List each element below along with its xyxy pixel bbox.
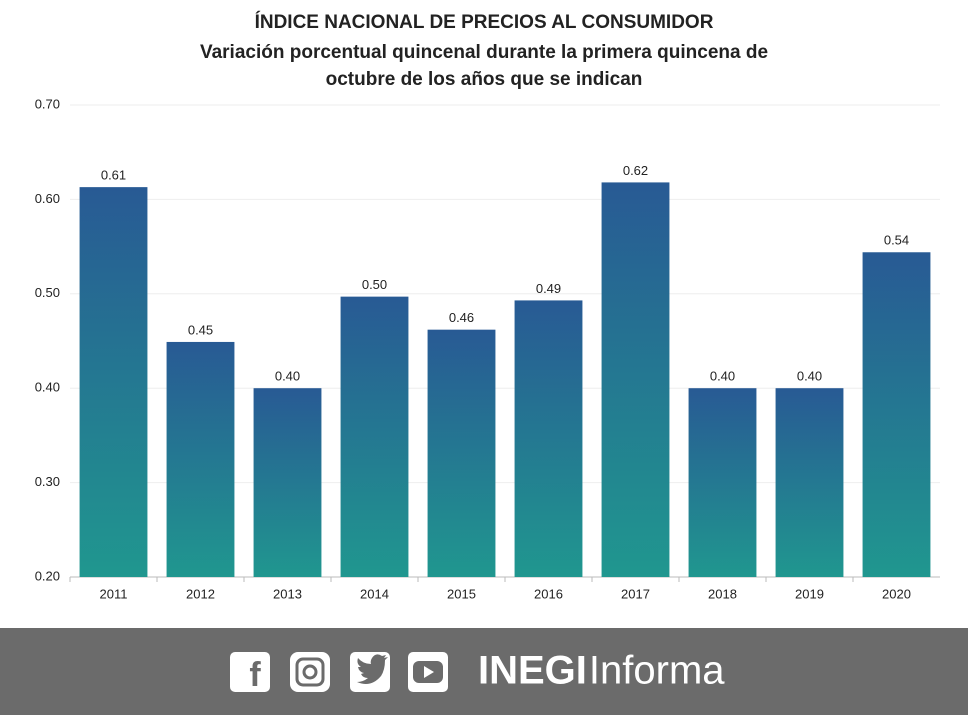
- value-label: 0.46: [449, 310, 474, 325]
- value-label: 0.61: [101, 168, 126, 183]
- value-label: 0.40: [797, 369, 822, 384]
- x-tick-label: 2016: [534, 586, 563, 601]
- social-icons: f: [230, 652, 448, 694]
- facebook-icon[interactable]: [230, 652, 270, 692]
- x-tick-label: 2011: [100, 586, 128, 601]
- chart-subtitle: octubre de los años que se indican: [326, 69, 643, 90]
- instagram-icon[interactable]: [290, 652, 330, 692]
- bar: [79, 187, 148, 578]
- footer: [0, 628, 968, 715]
- bar: [253, 388, 322, 577]
- x-tick-label: 2014: [360, 586, 389, 601]
- value-label: 0.40: [275, 369, 300, 384]
- y-tick-label: 0.40: [35, 380, 60, 395]
- bar: [601, 182, 670, 577]
- bar: [514, 300, 583, 577]
- value-label: 0.49: [536, 281, 561, 296]
- value-label: 0.50: [362, 277, 387, 292]
- value-label: 0.54: [884, 233, 909, 248]
- y-tick-label: 0.20: [35, 568, 60, 583]
- brand: INEGI: [478, 649, 587, 693]
- bar: [862, 252, 931, 578]
- value-label: 0.45: [188, 322, 213, 337]
- x-tick-label: 2017: [621, 586, 650, 601]
- bar: [340, 296, 409, 577]
- x-tick-label: 2015: [447, 586, 476, 601]
- brand-suffix: Informa: [589, 649, 725, 693]
- svg-text:f: f: [249, 656, 261, 694]
- chart-title: ÍNDICE NACIONAL DE PRECIOS AL CONSUMIDOR: [255, 11, 714, 33]
- y-tick-label: 0.60: [35, 191, 60, 206]
- value-label: 0.62: [623, 163, 648, 178]
- y-tick-label: 0.70: [35, 96, 60, 111]
- bar: [166, 341, 235, 577]
- x-tick-label: 2020: [882, 586, 911, 601]
- y-tick-label: 0.30: [35, 474, 60, 489]
- x-tick-label: 2013: [273, 586, 302, 601]
- bar: [688, 388, 757, 577]
- chart-subtitle: Variación porcentual quincenal durante l…: [200, 42, 768, 63]
- x-tick-label: 2012: [186, 586, 215, 601]
- y-tick-label: 0.50: [35, 285, 60, 300]
- bar: [427, 329, 496, 577]
- bar: [775, 388, 844, 577]
- x-tick-label: 2019: [795, 586, 824, 601]
- value-label: 0.40: [710, 369, 735, 384]
- x-tick-label: 2018: [708, 586, 737, 601]
